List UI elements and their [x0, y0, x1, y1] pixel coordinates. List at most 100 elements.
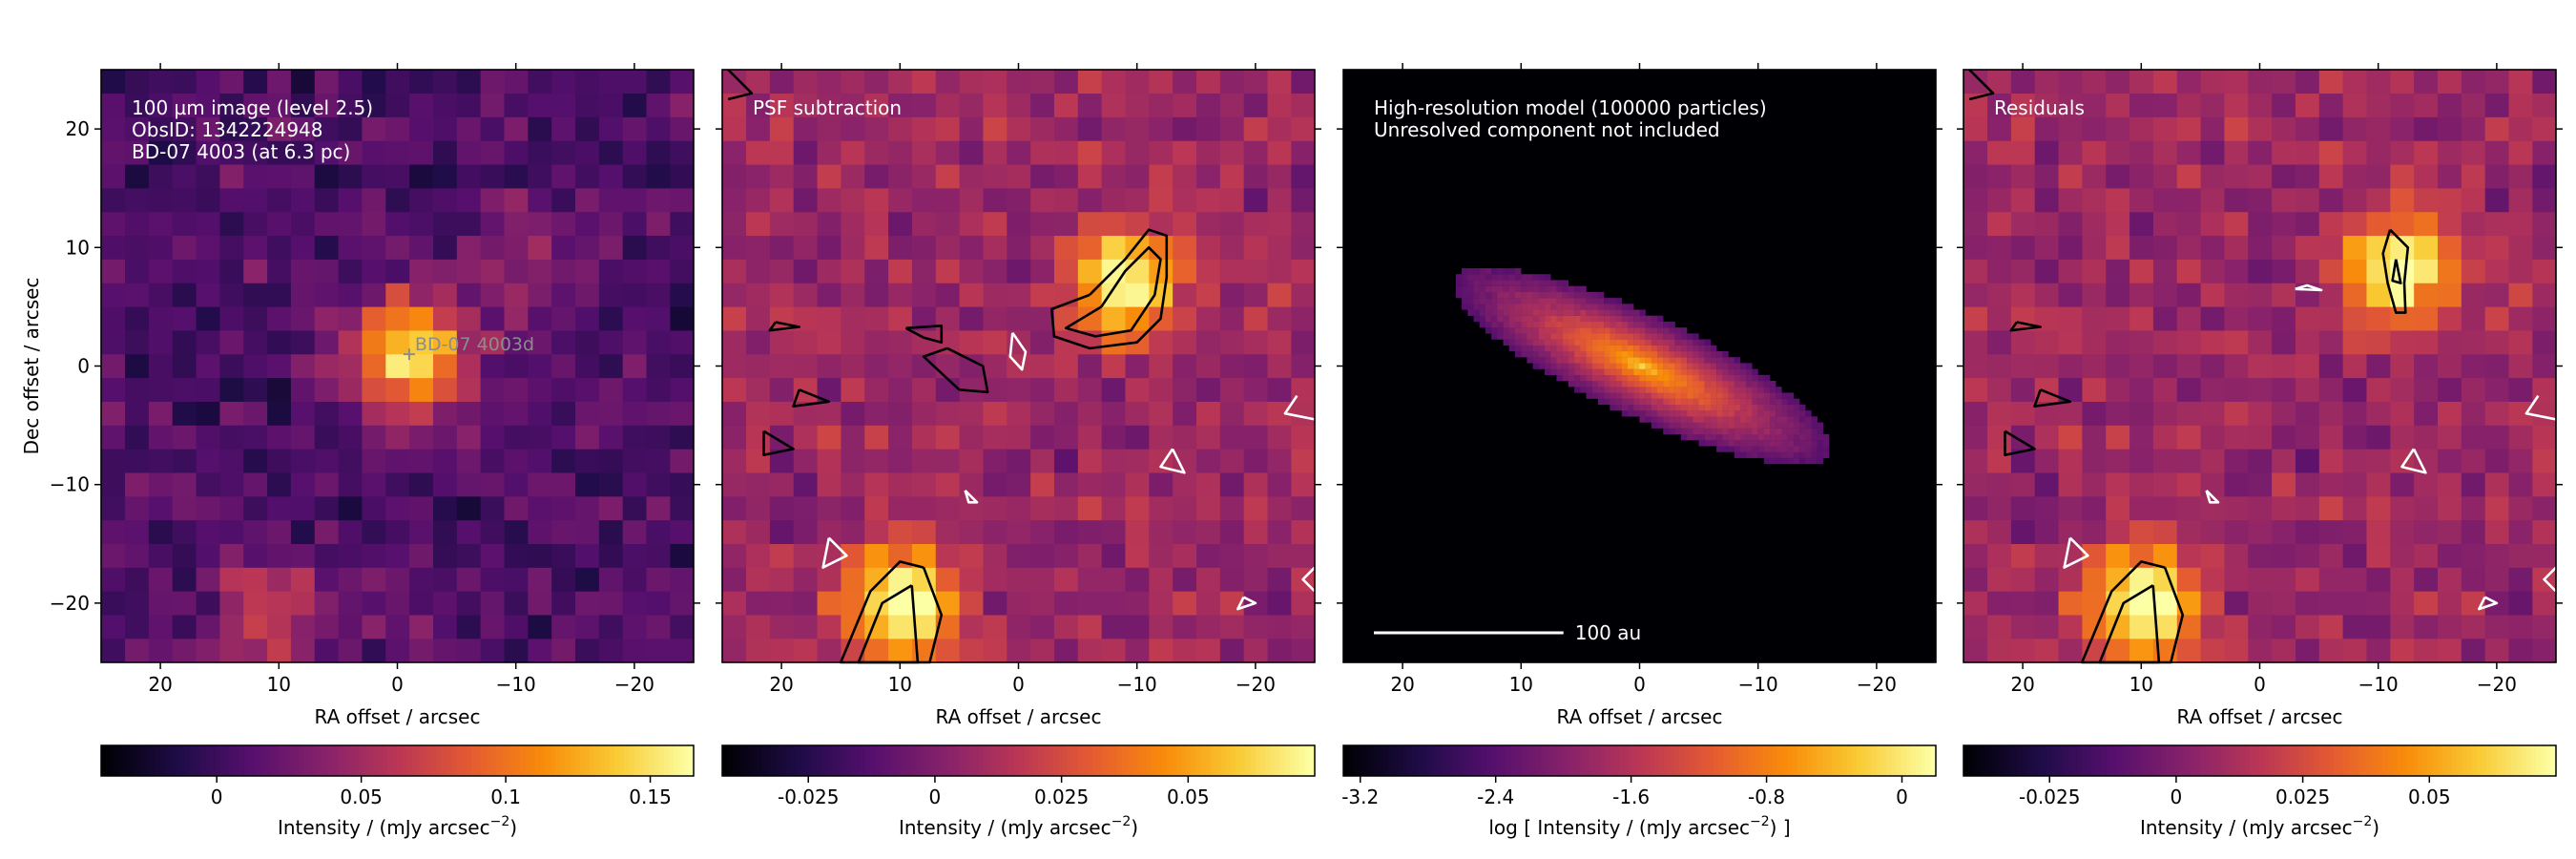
y-tick-label: 20 [66, 117, 90, 140]
colorbar-tick-label: 0.05 [1167, 786, 1210, 808]
negative-contour [1236, 596, 1257, 611]
negative-contour [2400, 448, 2427, 474]
colorbar-tick-label: -3.2 [1341, 786, 1379, 808]
panel-3: High-resolution model (100000 particles)… [1337, 63, 1942, 839]
x-tick-label: 20 [2010, 673, 2034, 696]
panel-annotation: ObsID: 1342224948 [132, 118, 323, 141]
x-axis-label: RA offset / arcsec [315, 705, 481, 728]
panel-annotation: High-resolution model (100000 particles) [1374, 96, 1767, 119]
panel-annotation: Residuals [1994, 96, 2085, 119]
x-tick-label: −20 [614, 673, 654, 696]
source-marker [403, 348, 415, 361]
colorbar-tick-label: 0 [929, 786, 942, 808]
panel-annotation: BD-07 4003 (at 6.3 pc) [132, 140, 350, 163]
colorbar [1342, 744, 1937, 777]
positive-contour [762, 430, 795, 456]
positive-contour [792, 388, 831, 408]
panel-annotation: PSF subtraction [753, 96, 902, 119]
positive-contour [1050, 228, 1169, 350]
positive-contour [2009, 321, 2042, 332]
positive-contour [768, 321, 800, 332]
x-tick-label: 0 [391, 673, 404, 696]
x-tick-label: 0 [1012, 673, 1025, 696]
x-tick-label: 20 [148, 673, 172, 696]
negative-contour [2478, 596, 2499, 611]
colorbar-tick-label: 0.025 [1034, 786, 1089, 808]
positive-contour [727, 69, 754, 101]
x-tick-label: −10 [1117, 673, 1157, 696]
negative-contour [964, 489, 979, 504]
positive-contour [2381, 228, 2410, 314]
colorbar-tick-label: -0.025 [2019, 786, 2080, 808]
colorbar-tick-label: 0.15 [629, 786, 672, 808]
positive-contour [922, 346, 989, 394]
colorbar-tick-label: 0.05 [340, 786, 383, 808]
y-tick-label: 0 [77, 355, 90, 378]
colorbar-tick-label: 0.025 [2275, 786, 2330, 808]
negative-contour [2543, 566, 2557, 593]
colorbar-label: log [ Intensity / (mJy arcsec−2) ] [1488, 814, 1790, 839]
x-tick-label: 20 [1390, 673, 1414, 696]
positive-contour [1968, 69, 1995, 101]
panel-4: Residuals 20 10 0 −10 −20 RA offset / arcsec -0… [1957, 63, 2563, 839]
x-tick-label: 0 [2254, 673, 2266, 696]
image-heatmap [1963, 69, 2557, 663]
colorbar [100, 744, 695, 777]
colorbar-tick-label: -0.025 [778, 786, 839, 808]
y-tick-label: 10 [66, 236, 90, 259]
negative-contour [1008, 331, 1028, 371]
image-heatmap [721, 69, 1316, 663]
colorbar [721, 744, 1316, 777]
positive-contour [904, 325, 944, 344]
x-axis-label: RA offset / arcsec [2177, 705, 2343, 728]
colorbar-tick-label: 0 [211, 786, 223, 808]
y-axis-label: Dec offset / arcsec [20, 278, 43, 455]
x-tick-label: 20 [769, 673, 793, 696]
x-axis-label: RA offset / arcsec [936, 705, 1102, 728]
x-tick-label: −10 [1738, 673, 1778, 696]
negative-contour [2524, 394, 2557, 421]
image-heatmap [1343, 70, 1936, 662]
colorbar-label: Intensity / (mJy arcsec−2) [2140, 814, 2379, 839]
panel-annotation: Unresolved component not included [1374, 118, 1720, 141]
colorbar-tick-label: 0 [1896, 786, 1908, 808]
negative-contour [2063, 536, 2089, 569]
source-marker-label: BD-07 4003d [415, 334, 534, 355]
y-tick-label: −10 [50, 473, 90, 496]
image-heatmap [100, 69, 695, 663]
scale-bar-label: 100 au [1575, 621, 1641, 644]
x-tick-label: −10 [496, 673, 536, 696]
x-tick-label: −20 [2477, 673, 2517, 696]
negative-contour [2295, 283, 2323, 292]
positive-contour [1064, 246, 1162, 338]
colorbar-tick-label: 0.05 [2408, 786, 2451, 808]
y-tick-label: −20 [50, 592, 90, 615]
negative-contour [1159, 448, 1186, 474]
colorbar-label: Intensity / (mJy arcsec−2) [899, 814, 1138, 839]
x-tick-label: −20 [1857, 673, 1897, 696]
colorbar [1963, 744, 2557, 777]
x-tick-label: 10 [1509, 673, 1533, 696]
negative-contour [1301, 566, 1316, 593]
colorbar-tick-label: -0.8 [1748, 786, 1785, 808]
negative-contour [2205, 489, 2220, 504]
x-tick-label: 0 [1633, 673, 1646, 696]
colorbar-tick-label: -2.4 [1477, 786, 1514, 808]
colorbar-tick-label: 0.1 [490, 786, 521, 808]
panel-annotation: 100 µm image (level 2.5) [132, 96, 373, 119]
colorbar-label: Intensity / (mJy arcsec−2) [278, 814, 517, 839]
positive-contour [2033, 388, 2072, 408]
x-tick-label: 10 [888, 673, 912, 696]
x-tick-label: −20 [1236, 673, 1276, 696]
positive-contour [2391, 259, 2402, 284]
colorbar-tick-label: -1.6 [1612, 786, 1650, 808]
x-tick-label: −10 [2358, 673, 2399, 696]
x-tick-label: 10 [267, 673, 291, 696]
panel-1: BD-07 4003d 100 µm image (level 2.5)ObsID… [20, 63, 700, 839]
x-axis-label: RA offset / arcsec [1557, 705, 1723, 728]
negative-contour [1283, 394, 1316, 421]
panel-2: PSF subtraction 20 10 0 −10 −20 RA offset / ar… [716, 63, 1321, 839]
positive-contour [2004, 430, 2036, 456]
negative-contour [821, 536, 848, 569]
